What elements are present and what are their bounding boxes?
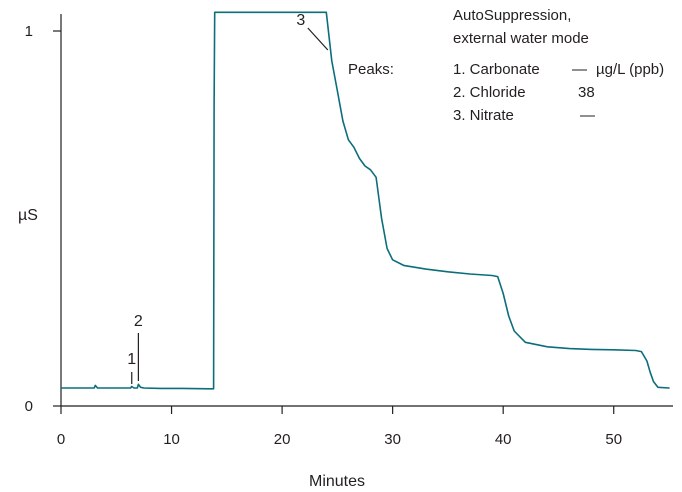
chromatogram-trace xyxy=(60,11,670,390)
x-axis-label: Minutes xyxy=(309,473,365,490)
peak-3-value: — xyxy=(580,107,595,124)
peaks-heading: Peaks: xyxy=(348,61,394,78)
x-tick-label: 10 xyxy=(163,431,180,448)
y-tick-label: 0 xyxy=(25,398,33,415)
tick-marks xyxy=(53,30,615,414)
peak-2-value: 38 xyxy=(578,84,595,101)
peak-2-label: 2 xyxy=(134,313,143,330)
peak-markers: 1 2 3 xyxy=(127,12,329,384)
peak-3-leader xyxy=(307,27,329,51)
peak-1-label: 1 xyxy=(127,351,136,368)
y-tick-label: 1 xyxy=(25,23,33,40)
x-tick-label: 20 xyxy=(274,431,291,448)
axes xyxy=(60,14,673,407)
units-header: µg/L (ppb) xyxy=(596,61,664,78)
peak-1-value: — xyxy=(572,61,587,78)
peak-2-name: 2. Chloride xyxy=(453,84,526,101)
conditions-annotation: AutoSuppression, external water mode xyxy=(453,7,589,47)
y-axis-label: µS xyxy=(18,207,38,224)
x-tick-label: 40 xyxy=(495,431,512,448)
x-tick-label: 30 xyxy=(384,431,401,448)
peak-1-name: 1. Carbonate xyxy=(453,61,540,78)
conditions-line-2: external water mode xyxy=(453,30,589,47)
tick-labels: 0 10 20 30 40 50 0 1 xyxy=(25,23,622,448)
x-tick-label: 50 xyxy=(605,431,622,448)
peaks-table: Peaks: 1. Carbonate — µg/L (ppb) 2. Chlo… xyxy=(348,61,664,124)
peak-3-label: 3 xyxy=(296,12,305,29)
conditions-line-1: AutoSuppression, xyxy=(453,7,571,24)
x-tick-label: 0 xyxy=(57,431,65,448)
peak-3-name: 3. Nitrate xyxy=(453,107,514,124)
